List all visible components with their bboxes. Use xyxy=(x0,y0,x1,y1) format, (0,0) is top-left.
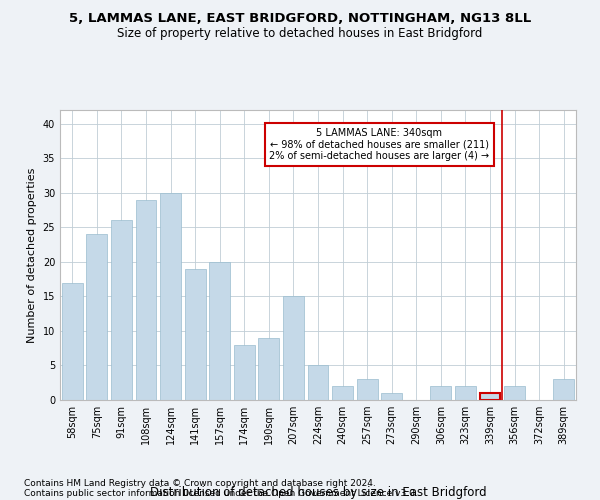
Bar xyxy=(259,338,280,400)
Bar xyxy=(332,386,353,400)
Bar xyxy=(553,380,574,400)
Bar xyxy=(111,220,132,400)
Bar xyxy=(479,393,500,400)
Text: 5 LAMMAS LANE: 340sqm
← 98% of detached houses are smaller (211)
2% of semi-deta: 5 LAMMAS LANE: 340sqm ← 98% of detached … xyxy=(269,128,490,161)
Bar xyxy=(136,200,157,400)
Bar xyxy=(430,386,451,400)
Bar xyxy=(455,386,476,400)
Text: Size of property relative to detached houses in East Bridgford: Size of property relative to detached ho… xyxy=(118,28,482,40)
Bar xyxy=(308,366,328,400)
Text: Contains public sector information licensed under the Open Government Licence v3: Contains public sector information licen… xyxy=(24,488,418,498)
Text: Contains HM Land Registry data © Crown copyright and database right 2024.: Contains HM Land Registry data © Crown c… xyxy=(24,478,376,488)
Bar xyxy=(381,393,402,400)
Bar xyxy=(283,296,304,400)
Text: 5, LAMMAS LANE, EAST BRIDGFORD, NOTTINGHAM, NG13 8LL: 5, LAMMAS LANE, EAST BRIDGFORD, NOTTINGH… xyxy=(69,12,531,26)
Bar xyxy=(160,193,181,400)
X-axis label: Distribution of detached houses by size in East Bridgford: Distribution of detached houses by size … xyxy=(149,486,487,499)
Bar xyxy=(185,269,206,400)
Bar xyxy=(356,380,377,400)
Y-axis label: Number of detached properties: Number of detached properties xyxy=(27,168,37,342)
Bar xyxy=(209,262,230,400)
Bar xyxy=(234,345,255,400)
Bar xyxy=(62,282,83,400)
Bar xyxy=(86,234,107,400)
Bar xyxy=(504,386,525,400)
